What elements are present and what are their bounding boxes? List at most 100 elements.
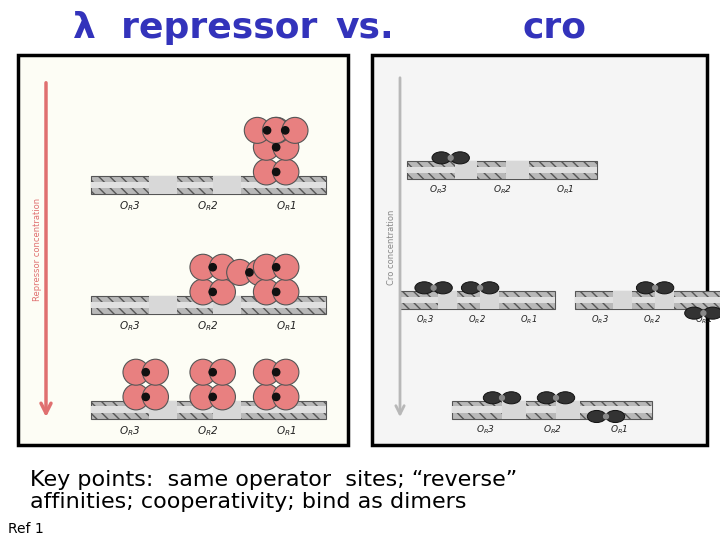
Bar [575, 291, 720, 309]
Circle shape [246, 259, 272, 286]
Text: O$_R$2: O$_R$2 [542, 424, 562, 436]
Ellipse shape [415, 282, 433, 294]
Circle shape [273, 359, 299, 385]
Bar [400, 291, 554, 309]
Text: O$_R$3: O$_R$3 [119, 319, 140, 333]
Circle shape [253, 159, 279, 185]
Text: affinities; cooperativity; bind as dimers: affinities; cooperativity; bind as dimer… [30, 492, 467, 512]
Circle shape [282, 117, 308, 143]
Bar [505, 161, 528, 179]
Text: O$_R$1: O$_R$1 [610, 424, 628, 436]
Circle shape [190, 279, 216, 305]
Text: O$_R$3: O$_R$3 [429, 184, 448, 197]
Circle shape [263, 117, 289, 143]
Circle shape [209, 288, 216, 295]
Text: O$_R$2: O$_R$2 [468, 314, 486, 326]
Circle shape [264, 127, 271, 134]
Circle shape [227, 259, 253, 286]
Bar [91, 296, 325, 314]
Ellipse shape [685, 307, 703, 319]
Bar [91, 301, 325, 308]
Text: O$_R$2: O$_R$2 [197, 319, 219, 333]
Text: O$_R$2: O$_R$2 [197, 199, 219, 213]
Circle shape [253, 384, 279, 410]
Circle shape [123, 359, 149, 385]
Circle shape [210, 279, 235, 305]
Circle shape [701, 310, 706, 315]
Circle shape [244, 117, 270, 143]
Text: λ  repressor: λ repressor [73, 11, 318, 45]
Bar [438, 291, 457, 309]
Bar [556, 401, 580, 419]
Circle shape [210, 359, 235, 385]
Ellipse shape [433, 282, 452, 294]
Text: vs.: vs. [336, 11, 395, 45]
Circle shape [273, 279, 299, 305]
Circle shape [477, 286, 482, 290]
Bar [452, 401, 652, 419]
Text: Ref 1: Ref 1 [8, 522, 44, 536]
Circle shape [273, 384, 299, 410]
Circle shape [190, 254, 216, 280]
Bar [18, 55, 348, 445]
Text: O$_R$2: O$_R$2 [197, 424, 219, 438]
Circle shape [253, 279, 279, 305]
Bar [372, 55, 707, 445]
Bar [91, 401, 325, 419]
Circle shape [273, 134, 299, 160]
Bar [212, 296, 241, 314]
Bar [454, 161, 477, 179]
Circle shape [143, 384, 168, 410]
Circle shape [210, 384, 235, 410]
Text: O$_R$1: O$_R$1 [276, 199, 297, 213]
Bar [655, 291, 674, 309]
Circle shape [554, 395, 559, 400]
Bar [400, 296, 554, 303]
Ellipse shape [483, 392, 502, 404]
Bar [212, 401, 241, 419]
Bar [149, 296, 177, 314]
Text: O$_R$1: O$_R$1 [276, 424, 297, 438]
Ellipse shape [451, 152, 469, 164]
Circle shape [209, 369, 216, 376]
Circle shape [603, 414, 608, 419]
Bar [407, 161, 597, 179]
Bar [613, 291, 632, 309]
Ellipse shape [588, 410, 606, 422]
Circle shape [272, 168, 280, 176]
Circle shape [209, 393, 216, 401]
Circle shape [273, 254, 299, 280]
Circle shape [272, 264, 280, 271]
Circle shape [653, 286, 657, 290]
Text: O$_R$2: O$_R$2 [492, 184, 511, 197]
Circle shape [272, 369, 280, 376]
Bar [502, 401, 526, 419]
Circle shape [142, 369, 149, 376]
Circle shape [264, 117, 289, 143]
Circle shape [272, 288, 280, 295]
Bar [91, 407, 325, 413]
Text: O$_R$3: O$_R$3 [476, 424, 495, 436]
Text: Key points:  same operator  sites; “reverse”: Key points: same operator sites; “revers… [30, 470, 517, 490]
Text: O$_R$1: O$_R$1 [276, 319, 297, 333]
Text: cro: cro [523, 11, 587, 45]
Bar [149, 401, 177, 419]
Circle shape [210, 254, 235, 280]
Ellipse shape [432, 152, 451, 164]
Text: O$_R$3: O$_R$3 [416, 314, 434, 326]
Circle shape [273, 159, 299, 185]
Circle shape [142, 393, 149, 401]
Bar [91, 181, 325, 188]
Circle shape [282, 127, 289, 134]
Text: O$_R$1: O$_R$1 [695, 314, 712, 326]
Circle shape [209, 264, 216, 271]
Text: O$_R$3: O$_R$3 [119, 424, 140, 438]
Circle shape [431, 286, 436, 290]
Text: O$_R$1: O$_R$1 [557, 184, 575, 197]
Circle shape [143, 359, 168, 385]
Circle shape [449, 156, 453, 160]
Bar [480, 291, 499, 309]
Text: O$_R$3: O$_R$3 [591, 314, 609, 326]
Ellipse shape [655, 282, 674, 294]
Ellipse shape [636, 282, 655, 294]
